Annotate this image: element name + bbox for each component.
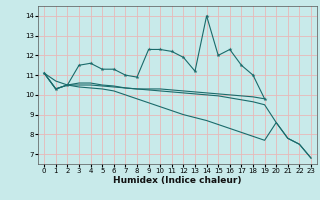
X-axis label: Humidex (Indice chaleur): Humidex (Indice chaleur) <box>113 176 242 185</box>
